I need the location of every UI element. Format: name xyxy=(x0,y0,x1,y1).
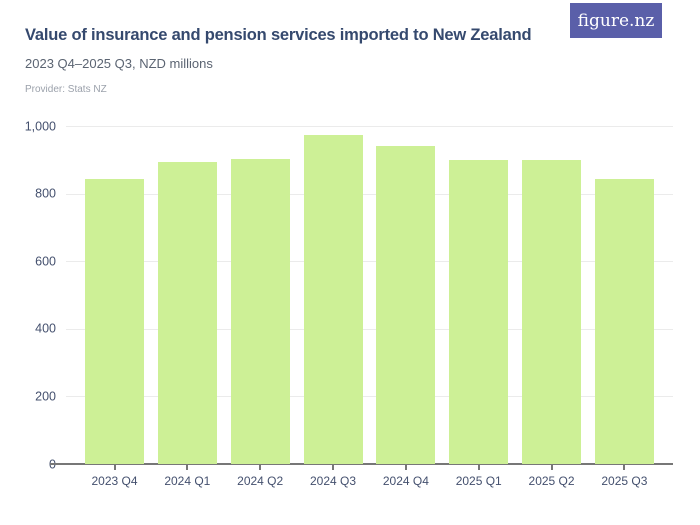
x-axis-label: 2024 Q1 xyxy=(164,474,211,488)
y-axis-label: 600 xyxy=(35,253,56,268)
x-tick xyxy=(113,465,116,470)
x-axis-tick-group: 2023 Q4 xyxy=(85,465,144,488)
bar-2024-q3[interactable] xyxy=(303,134,363,464)
x-axis-tick-group: 2025 Q1 xyxy=(449,465,508,488)
gridline xyxy=(66,126,673,127)
bar-2024-q1[interactable] xyxy=(157,162,217,464)
chart-title: Value of insurance and pension services … xyxy=(25,26,532,44)
bar-2025-q1[interactable] xyxy=(449,159,509,464)
x-axis-tick-group: 2024 Q3 xyxy=(304,465,363,488)
x-axis-tick-group: 2025 Q2 xyxy=(522,465,581,488)
bars-group xyxy=(66,126,673,464)
y-axis-label: 1,000 xyxy=(24,118,56,133)
figure-nz-logo[interactable]: figure.nz xyxy=(570,3,662,38)
y-axis-label: 400 xyxy=(35,321,56,336)
bar-2025-q2[interactable] xyxy=(522,159,582,464)
chart-provider: Provider: Stats NZ xyxy=(25,84,107,95)
x-tick xyxy=(550,465,553,470)
x-axis-tick-group: 2024 Q2 xyxy=(231,465,290,488)
bar-2024-q2[interactable] xyxy=(230,158,290,464)
x-tick xyxy=(477,465,480,470)
gridline xyxy=(66,396,673,398)
x-axis-label: 2025 Q2 xyxy=(528,474,575,488)
x-axis-tick-group: 2025 Q3 xyxy=(595,465,654,488)
chart-subtitle: 2023 Q4–2025 Q3, NZD millions xyxy=(25,56,213,71)
bar-2025-q3[interactable] xyxy=(594,179,654,464)
x-axis-label: 2025 Q3 xyxy=(601,474,648,488)
y-axis-label: 200 xyxy=(35,389,56,404)
gridline xyxy=(66,261,673,263)
x-axis: 2023 Q4 2024 Q1 2024 Q2 2024 Q3 2024 Q4 2025 … xyxy=(66,465,673,488)
x-tick xyxy=(404,465,407,470)
bar-2023-q4[interactable] xyxy=(85,178,144,464)
x-axis-tick-group: 2024 Q4 xyxy=(376,465,435,488)
x-axis-label: 2024 Q2 xyxy=(237,474,284,488)
bar-2024-q4[interactable] xyxy=(376,145,436,464)
y-axis-label: 800 xyxy=(35,186,56,201)
x-axis-label: 2024 Q3 xyxy=(310,474,357,488)
x-axis-line xyxy=(50,463,673,465)
x-tick xyxy=(623,465,626,470)
x-tick xyxy=(186,465,189,470)
x-axis-label: 2023 Q4 xyxy=(91,474,138,488)
x-axis-label: 2025 Q1 xyxy=(455,474,502,488)
x-tick xyxy=(332,465,335,470)
y-axis: 02004006008001,000 xyxy=(0,120,56,470)
x-axis-tick-group: 2024 Q1 xyxy=(158,465,217,488)
x-tick xyxy=(259,465,262,470)
gridline xyxy=(66,328,673,330)
figure-nz-logo-text: figure.nz xyxy=(577,10,655,31)
gridline xyxy=(66,193,673,195)
x-axis-label: 2024 Q4 xyxy=(382,474,429,488)
plot-area xyxy=(66,126,673,464)
